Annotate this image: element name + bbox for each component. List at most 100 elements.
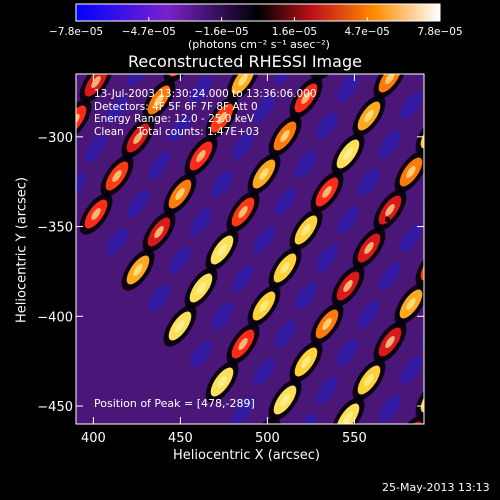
fringe-dark	[430, 202, 476, 254]
fringe-negative	[400, 356, 422, 384]
y-tick-label: −350	[37, 221, 73, 236]
fringe-negative	[169, 246, 191, 274]
fringe-core	[238, 206, 248, 218]
annotation-detectors: Detectors: 4F 5F 6F 7F 8F Att 0	[94, 100, 258, 113]
x-tick-label: 550	[342, 431, 367, 446]
y-tick-label: −300	[37, 131, 73, 146]
fringe-core	[343, 412, 353, 424]
fringe-negative	[232, 396, 254, 424]
fringe-core	[280, 130, 290, 142]
fringe-core	[406, 166, 416, 178]
fringe-lobe	[438, 210, 469, 246]
fringe-core	[426, 259, 439, 274]
fringe-negative	[253, 226, 275, 254]
fringe-core	[343, 280, 353, 292]
y-tick-label: −400	[37, 310, 73, 325]
x-tick-label: 400	[81, 431, 106, 446]
fringe-negative	[274, 320, 296, 348]
fringe-negative	[85, 134, 107, 162]
fringe-dark	[430, 70, 476, 122]
annotation-time-range: 13-Jul-2003 13:30:24.000 to 13:36:06.000	[94, 88, 317, 100]
fringe-core	[48, 151, 61, 166]
fringe-negative	[400, 224, 422, 252]
fringe-core	[112, 170, 122, 182]
footer-timestamp: 25-May-2013 13:13	[382, 481, 490, 494]
fringe-negative	[337, 74, 359, 102]
fringe-negative	[39, 75, 69, 109]
fringe-core	[301, 356, 311, 368]
colorbar-tick-label: 1.6e−05	[272, 26, 317, 38]
fringe-negative	[148, 152, 170, 180]
fringe-negative	[253, 94, 275, 122]
fringe-core	[364, 242, 374, 254]
fringe-core	[217, 244, 227, 256]
colorbar-tick-label: −4.7e−05	[122, 26, 176, 38]
x-tick-label: 450	[168, 431, 193, 446]
fringe-core	[217, 376, 227, 388]
chart-title: Reconstructed RHESSI Image	[128, 52, 362, 71]
colorbar: −7.8e−05 −4.7e−05 −1.6e−05 1.6e−05 4.7e−05 7.…	[49, 3, 463, 38]
fringe-negative	[379, 262, 401, 290]
fringe-negative	[400, 92, 422, 120]
fringe-core	[447, 353, 460, 368]
fringe-core	[91, 76, 101, 88]
fringe-negative	[190, 208, 212, 236]
fringe-core	[322, 318, 332, 330]
peak-position-label: Position of Peak = [478,-289]	[94, 397, 255, 410]
fringe-core	[154, 94, 164, 106]
fringe-negative	[438, 145, 468, 179]
y-tick-label: −450	[37, 400, 73, 415]
fringe-negative	[379, 130, 401, 158]
fringe-core	[175, 320, 185, 332]
fringe-core	[426, 391, 439, 406]
fringe-core	[238, 338, 248, 350]
fringe-core	[133, 264, 143, 276]
fringe-core	[111, 37, 124, 52]
fringe-core	[364, 110, 374, 122]
fringe-core	[405, 429, 418, 444]
fringe-negative	[106, 96, 128, 124]
fringe-core	[259, 300, 269, 312]
fringe-lobe	[76, 105, 87, 135]
fringe-core	[154, 226, 164, 238]
fringe-core	[196, 150, 206, 162]
fringe-negative	[127, 74, 149, 86]
fringe-negative	[253, 358, 275, 386]
fringe-negative	[274, 74, 296, 84]
fringe-negative	[190, 76, 212, 104]
fringe-dark	[430, 334, 476, 386]
fringe-negative	[295, 414, 317, 424]
fringe-core	[175, 188, 185, 200]
fringe-negative	[76, 172, 86, 200]
annotation-energy-range: Energy Range: 12.0 - 25.0 keV	[94, 113, 255, 125]
fringe-negative	[295, 150, 317, 178]
fringe-negative	[148, 284, 170, 312]
fringe-core	[364, 374, 374, 386]
y-axis-label: Heliocentric Y (arcsec)	[14, 177, 30, 323]
fringe-lobe	[438, 342, 469, 378]
fringe-negative	[232, 264, 254, 292]
fringe-negative	[106, 228, 128, 256]
fringe-negative	[337, 206, 359, 234]
x-tick-label: 500	[255, 431, 280, 446]
fringe-negative	[232, 132, 254, 160]
colorbar-gradient	[75, 3, 441, 22]
fringe-negative	[316, 376, 338, 404]
fringe-negative	[169, 114, 191, 142]
fringe-core	[280, 262, 290, 274]
fringe-negative	[211, 302, 233, 330]
fringe-negative	[127, 190, 149, 218]
fringe-core	[76, 114, 80, 126]
colorbar-unit-label: (photons cm⁻² s⁻¹ asec⁻²)	[188, 38, 330, 51]
fringe-core	[91, 208, 101, 220]
fringe-core	[196, 282, 206, 294]
fringe-core	[217, 112, 227, 124]
fringe-core	[385, 74, 395, 84]
fringe-core	[322, 186, 332, 198]
colorbar-tick-label: −1.6e−05	[195, 26, 249, 38]
fringe-core	[343, 148, 353, 160]
fringe-core	[406, 298, 416, 310]
fringe-core	[447, 89, 460, 104]
fringe-core	[385, 204, 395, 216]
